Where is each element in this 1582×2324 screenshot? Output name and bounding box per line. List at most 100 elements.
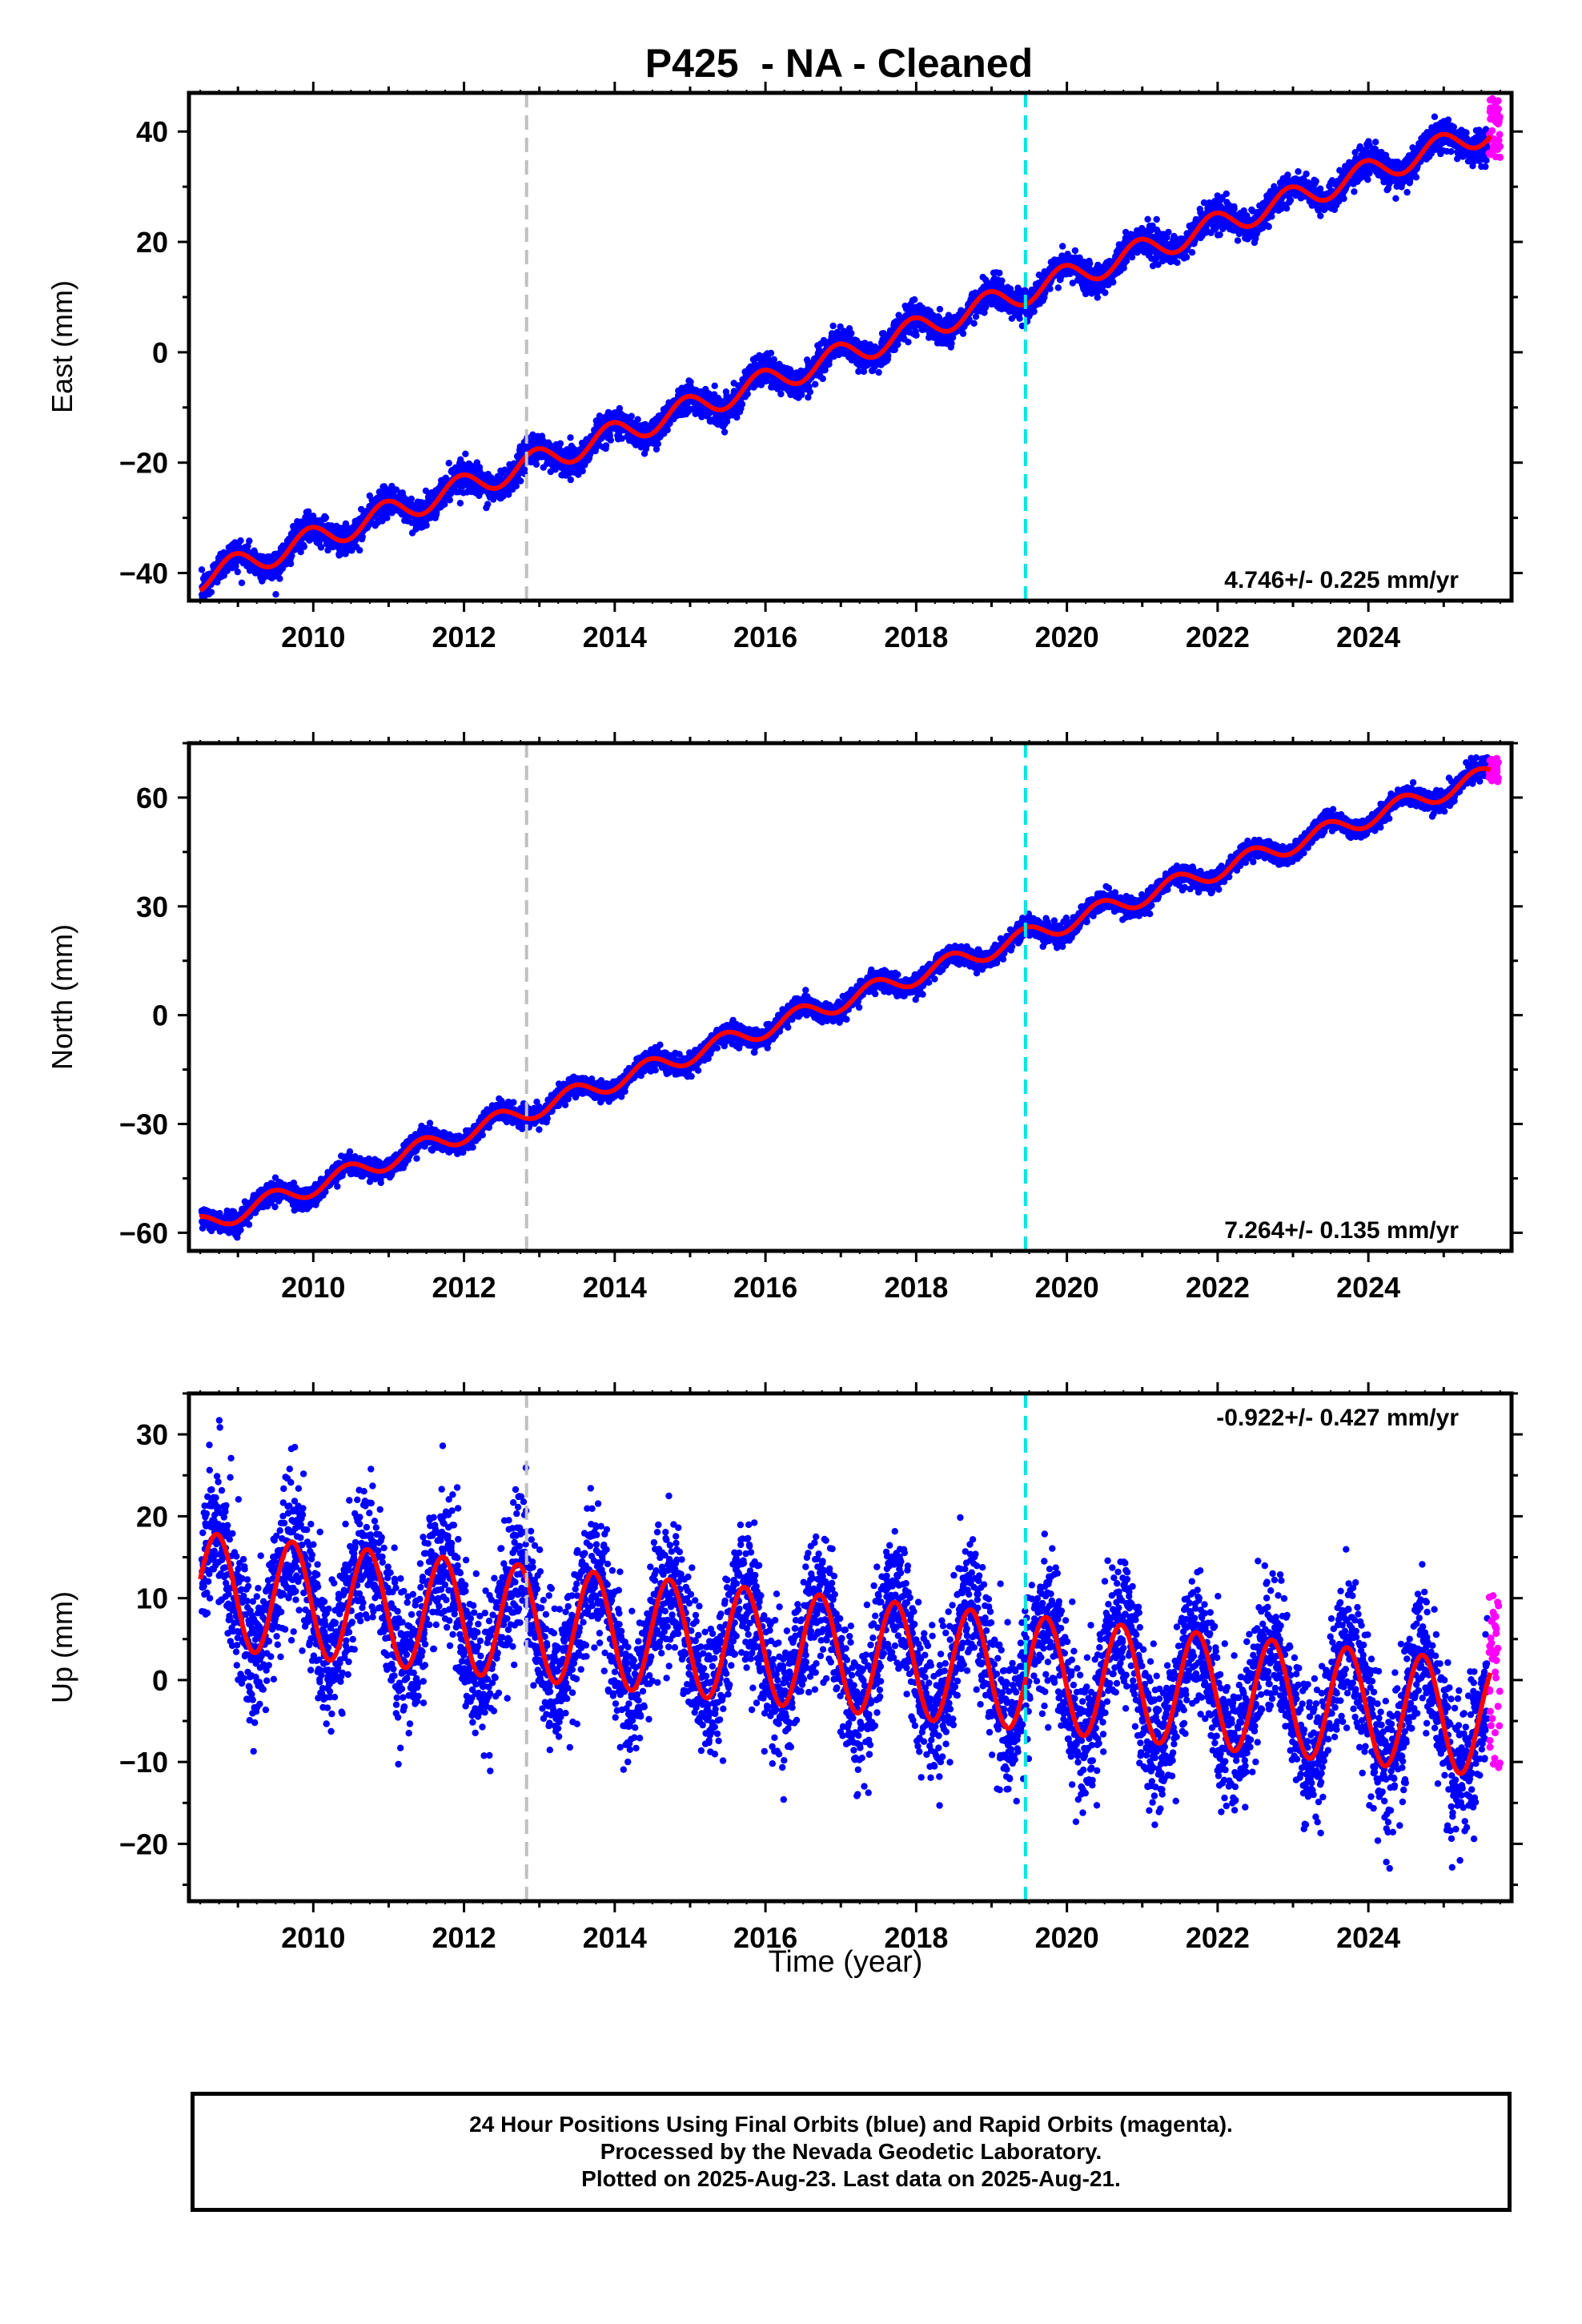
final-orbit-point	[777, 390, 785, 398]
final-orbit-point	[556, 440, 564, 447]
final-orbit-point	[223, 567, 231, 574]
final-orbit-point	[1071, 247, 1079, 255]
final-orbit-point	[911, 296, 918, 304]
final-orbit-point	[1094, 294, 1102, 301]
final-orbit-point	[567, 434, 574, 441]
final-orbit-point	[1086, 259, 1094, 267]
final-orbit-point	[359, 533, 366, 541]
final-orbit-point	[618, 435, 625, 442]
final-orbit-point	[272, 591, 279, 598]
panels: 2010 2012 2014 2016 2018 2020 2022 2024−40−2002…	[46, 82, 1523, 1954]
final-orbit-point	[829, 322, 837, 330]
final-orbit-point	[322, 514, 330, 521]
final-orbit-point	[970, 320, 978, 327]
final-orbit-point	[512, 482, 520, 490]
final-orbit-point	[238, 579, 246, 586]
final-orbit-point	[654, 440, 661, 448]
final-orbit-point	[1046, 285, 1054, 292]
final-orbit-point	[383, 514, 391, 521]
final-orbit-point	[462, 450, 469, 457]
final-orbit-point	[848, 330, 855, 337]
final-orbit-point	[936, 305, 944, 313]
final-orbit-point	[959, 330, 967, 337]
final-orbit-point	[634, 416, 641, 423]
final-orbit-point	[948, 340, 955, 347]
final-orbit-point	[579, 468, 586, 475]
final-orbit-point	[433, 509, 440, 516]
final-orbit-point	[484, 501, 492, 508]
final-orbit-point	[500, 493, 507, 500]
final-orbit-point	[237, 537, 244, 545]
final-orbit-point	[875, 368, 882, 376]
final-orbit-point	[687, 378, 694, 386]
final-orbit-point	[1174, 259, 1181, 267]
final-orbit-point	[408, 495, 415, 503]
final-orbit-point	[300, 543, 307, 550]
final-orbit-point	[1216, 231, 1223, 239]
final-orbit-point	[441, 501, 448, 508]
final-orbit-point	[442, 474, 450, 481]
final-orbit-point	[998, 277, 1006, 284]
final-orbit-point	[607, 436, 614, 444]
final-orbit-point	[348, 547, 355, 554]
final-orbit-point	[770, 356, 777, 363]
final-orbit-point	[652, 445, 661, 453]
final-orbit-point	[913, 332, 920, 339]
final-orbit-point	[1110, 279, 1117, 286]
final-orbit-point	[812, 380, 819, 388]
final-orbit-point	[234, 568, 241, 576]
final-orbit-point	[198, 566, 206, 573]
final-orbit-point	[1188, 249, 1196, 256]
final-orbit-point	[905, 338, 912, 346]
final-orbit-point	[317, 544, 325, 551]
final-orbit-point	[287, 560, 295, 568]
final-orbit-point	[721, 428, 729, 436]
final-orbit-point	[446, 497, 453, 504]
final-orbit-point	[246, 537, 253, 545]
chart-title: P425 - NA - Cleaned	[645, 41, 1033, 86]
final-orbit-point	[1182, 253, 1191, 261]
final-orbit-point	[767, 349, 775, 357]
final-orbit-point	[1122, 257, 1130, 264]
final-orbit-point	[723, 418, 731, 425]
final-orbit-point	[982, 303, 990, 311]
final-orbit-point	[244, 542, 251, 549]
final-orbit-point	[616, 404, 624, 412]
final-orbit-point	[885, 352, 892, 360]
final-orbit-point	[711, 382, 718, 389]
final-orbit-point	[602, 442, 610, 449]
final-orbit-point	[1165, 228, 1172, 236]
final-orbit-point	[806, 388, 813, 396]
final-orbit-point	[567, 476, 574, 484]
final-orbit-point	[279, 565, 287, 572]
final-orbit-point	[517, 477, 524, 485]
final-orbit-point	[505, 491, 512, 498]
final-orbit-point	[1144, 215, 1151, 223]
final-orbit-point	[819, 375, 826, 383]
final-orbit-point	[664, 426, 671, 434]
final-orbit-point	[996, 269, 1003, 277]
final-orbit-point	[445, 460, 452, 467]
final-orbit-point	[1223, 190, 1231, 198]
final-orbit-point	[456, 500, 464, 507]
final-orbit-point	[276, 575, 283, 582]
final-orbit-point	[1102, 289, 1109, 296]
final-orbit-point	[327, 522, 335, 529]
final-orbit-point	[207, 589, 215, 596]
final-orbit-point	[733, 414, 741, 421]
final-orbit-point	[297, 549, 304, 556]
final-orbit-point	[628, 412, 635, 420]
final-orbit-point	[666, 420, 673, 427]
final-orbit-point	[220, 572, 227, 579]
final-orbit-point	[288, 552, 295, 560]
final-orbit-point	[423, 521, 430, 529]
final-orbit-point	[1016, 315, 1023, 322]
final-orbit-point	[532, 460, 540, 468]
final-orbit-point	[1054, 284, 1062, 292]
panel-east: 2010 2012 2014 2016 2018 2020 2022 2024−40−2002…	[46, 82, 1523, 653]
final-orbit-point	[744, 390, 751, 398]
final-orbit-point	[1059, 243, 1066, 250]
final-orbit-point	[356, 546, 363, 554]
final-orbit-point	[972, 313, 980, 320]
